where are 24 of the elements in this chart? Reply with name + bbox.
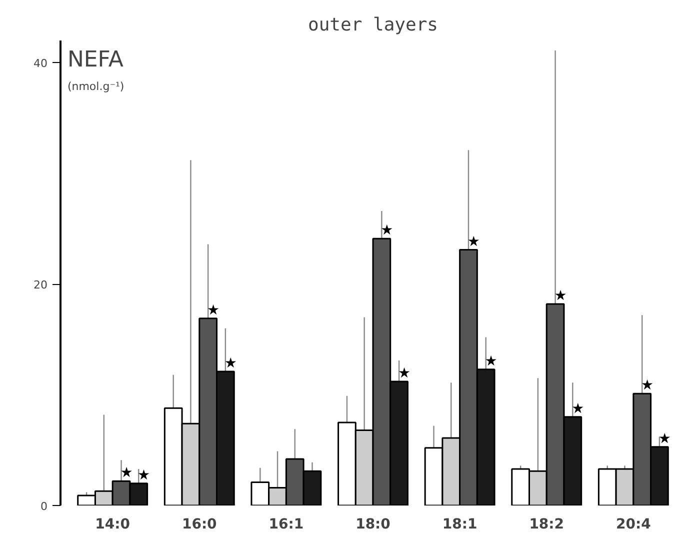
y-axis-title: NEFA (nmol.g⁻¹): [67, 47, 124, 94]
x-tick-label: 20:4: [616, 516, 652, 532]
data-label: ★: [658, 430, 671, 447]
x-tick-label: 18:1: [442, 516, 478, 532]
x-tick-label: 18:0: [356, 516, 391, 532]
data-label: ★: [224, 356, 237, 372]
data-label: ★: [554, 288, 567, 304]
data-label: ★: [484, 353, 498, 370]
data-label: ★: [138, 467, 150, 484]
y-tick-label: 0: [40, 500, 48, 513]
x-tick-label: 16:1: [268, 516, 304, 532]
data-label: ★: [120, 465, 133, 482]
data-label: ★: [641, 378, 654, 394]
data-label: ★: [572, 400, 584, 417]
data-label: ★: [398, 366, 411, 382]
data-label: ★: [467, 234, 480, 250]
y-tick-label: 20: [34, 278, 48, 292]
data-label: ★: [207, 302, 220, 318]
chart-title: outer layers: [308, 14, 438, 36]
x-tick-label: 18:2: [529, 516, 564, 532]
y-tick-label: 40: [34, 57, 48, 70]
x-tick-label: 16:0: [182, 516, 218, 532]
x-tick-label: 14:0: [95, 516, 130, 532]
data-label: ★: [380, 222, 394, 239]
